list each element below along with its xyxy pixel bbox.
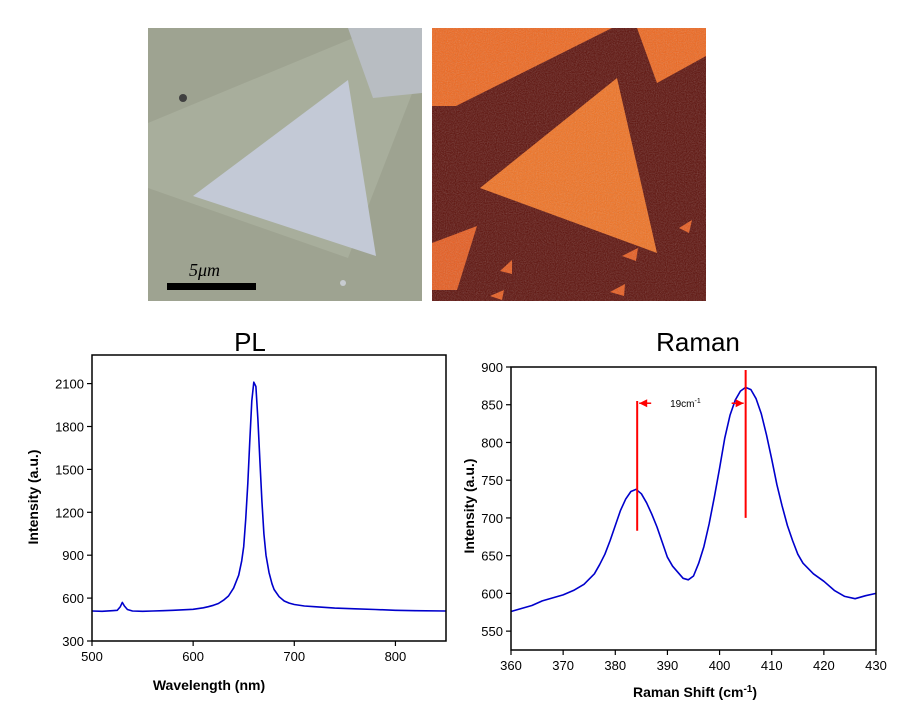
raman-x-tick-label: 410 (761, 658, 783, 673)
pl-x-tick-label: 700 (283, 649, 305, 664)
raman-x-tick-label: 430 (865, 658, 887, 673)
raman-arrow-left-head (639, 399, 648, 408)
raman-x-axis-label: Raman Shift (cm-1) (633, 684, 757, 700)
pl-x-tick-label: 600 (182, 649, 204, 664)
pl-x-axis-label: Wavelength (nm) (153, 677, 265, 693)
pl-map-svg (432, 28, 706, 301)
pl-y-tick-label: 1500 (55, 462, 84, 477)
raman-x-tick-label: 400 (709, 658, 731, 673)
raman-x-axis-label-text: Raman Shift (cm (633, 684, 743, 700)
raman-y-tick-label: 600 (481, 586, 503, 601)
raman-y-tick-label: 650 (481, 549, 503, 564)
optical-dust-particle (179, 94, 187, 102)
raman-y-tick-label: 550 (481, 624, 503, 639)
pl-y-tick-label: 1200 (55, 505, 84, 520)
raman-x-tick-label: 420 (813, 658, 835, 673)
raman-x-tick-label: 390 (657, 658, 679, 673)
pl-series-line (91, 381, 447, 613)
pl-x-tick-label: 500 (81, 649, 103, 664)
optical-flake-corner (348, 28, 422, 98)
raman-y-tick-label: 750 (481, 473, 503, 488)
raman-y-axis-label: Intensity (a.u.) (461, 459, 477, 554)
pl-y-tick-label: 2100 (55, 377, 84, 392)
pl-y-axis-label: Intensity (a.u.) (25, 450, 41, 545)
pl-y-tick-label: 600 (62, 591, 84, 606)
raman-y-tick-label: 900 (481, 360, 503, 375)
optical-micrograph-svg: 5μm (148, 28, 422, 301)
pl-plot-area (91, 381, 447, 613)
optical-triangle-flake (193, 80, 376, 256)
pl-map-noise (432, 28, 706, 301)
raman-x-tick-label: 370 (552, 658, 574, 673)
raman-plot-frame (510, 366, 877, 651)
pl-chart-title: PL (234, 327, 266, 357)
raman-y-tick-label: 700 (481, 511, 503, 526)
optical-micrograph: 5μm (148, 28, 422, 301)
pl-plot-frame (91, 354, 447, 642)
scale-bar (167, 283, 256, 290)
pl-y-tick-label: 900 (62, 548, 84, 563)
raman-x-tick-label: 380 (604, 658, 626, 673)
raman-y-tick-label: 800 (481, 435, 503, 450)
raman-arrow-right-head (735, 399, 744, 408)
optical-small-flake (340, 280, 346, 286)
raman-separation-label-text: 19cm (670, 399, 694, 410)
pl-y-tick-label: 300 (62, 634, 84, 649)
raman-chart-title: Raman (656, 327, 740, 357)
pl-x-tick-label: 800 (385, 649, 407, 664)
raman-x-axis-label-end: ) (752, 684, 757, 700)
pl-intensity-map (432, 28, 706, 301)
raman-separation-label: 19cm-1 (670, 398, 701, 410)
raman-plot-area (510, 386, 877, 613)
raman-x-tick-label: 360 (500, 658, 522, 673)
raman-axis-ticks: 360 370 380 390 400 410 420 430 550 600 650 700 750 8… (481, 360, 887, 673)
pl-y-tick-label: 1800 (55, 420, 84, 435)
raman-x-axis-label-sup: -1 (743, 684, 752, 695)
scale-bar-label: 5μm (189, 260, 220, 280)
raman-separation-label-sup: -1 (695, 398, 701, 405)
raman-series-line (510, 386, 877, 613)
pl-axis-ticks: 500 600 700 800 300 600 900 1200 1500 1800 2100 (55, 377, 406, 664)
pl-chart: PL Wavelength (nm) Intensity (a.u.) 500 6… (25, 327, 447, 693)
raman-annotation: 19cm-1 (636, 370, 747, 531)
raman-y-tick-label: 850 (481, 398, 503, 413)
